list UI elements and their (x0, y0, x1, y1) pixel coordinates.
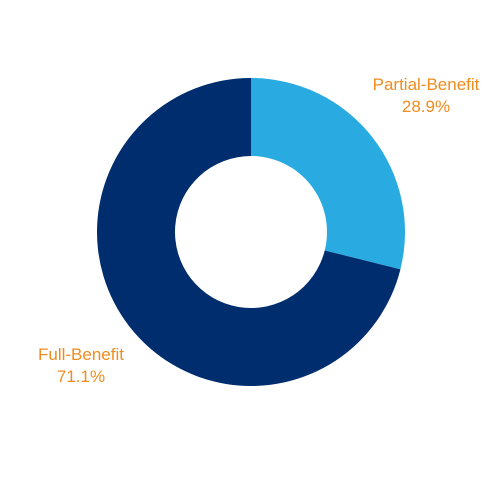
slice-labels: Partial-Benefit 28.9% Full-Benefit 71.1% (38, 75, 480, 386)
slice-label-full-benefit-value: 71.1% (57, 367, 105, 386)
donut-slices (97, 78, 406, 386)
slice-label-partial-benefit-value: 28.9% (402, 97, 450, 116)
slice-label-full-benefit-name: Full-Benefit (38, 345, 124, 364)
slice-partial-benefit (251, 78, 406, 270)
slice-full-benefit (97, 78, 401, 386)
slice-label-partial-benefit-name: Partial-Benefit (373, 75, 480, 94)
